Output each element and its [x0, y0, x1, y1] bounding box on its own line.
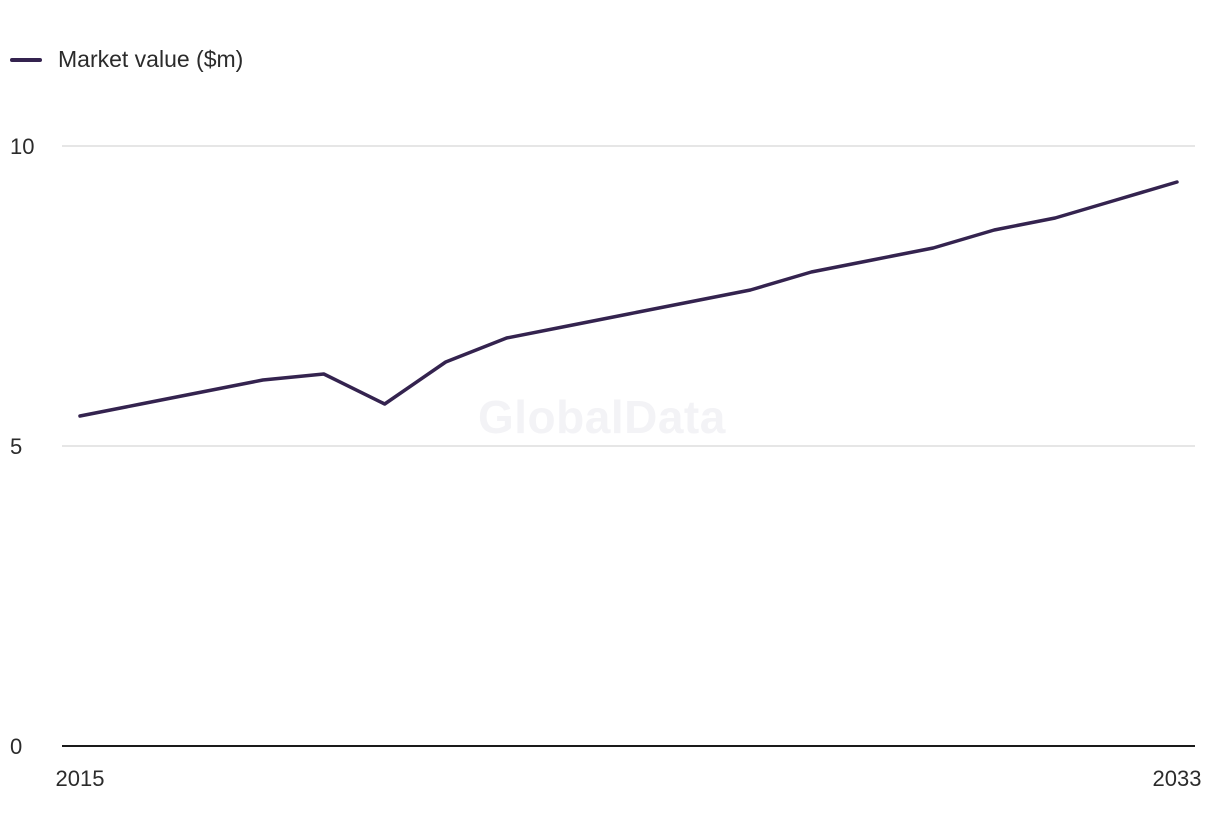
legend-line-swatch: [10, 57, 42, 62]
data-point: [1051, 214, 1059, 222]
data-point: [320, 370, 328, 378]
y-tick-label: 0: [10, 734, 22, 759]
data-point: [807, 268, 815, 276]
y-tick-label: 10: [10, 134, 34, 159]
data-point: [1173, 178, 1181, 186]
data-point: [685, 298, 693, 306]
watermark: GlobalData: [478, 391, 726, 443]
data-point: [1112, 196, 1120, 204]
y-tick-label: 5: [10, 434, 22, 459]
x-tick-label: 2033: [1153, 766, 1202, 791]
data-point: [137, 400, 145, 408]
data-point: [259, 376, 267, 384]
data-point: [564, 322, 572, 330]
x-tick-label: 2015: [56, 766, 105, 791]
chart-legend: Market value ($m): [10, 46, 243, 73]
data-point: [625, 310, 633, 318]
data-point: [990, 226, 998, 234]
data-point: [868, 256, 876, 264]
data-point: [76, 412, 84, 420]
legend-label: Market value ($m): [58, 46, 244, 72]
data-point: [929, 244, 937, 252]
data-point: [746, 286, 754, 294]
series-line-market-value: [78, 180, 1179, 418]
data-point: [442, 358, 450, 366]
data-point: [198, 388, 206, 396]
data-point: [381, 400, 389, 408]
data-point: [503, 334, 511, 342]
